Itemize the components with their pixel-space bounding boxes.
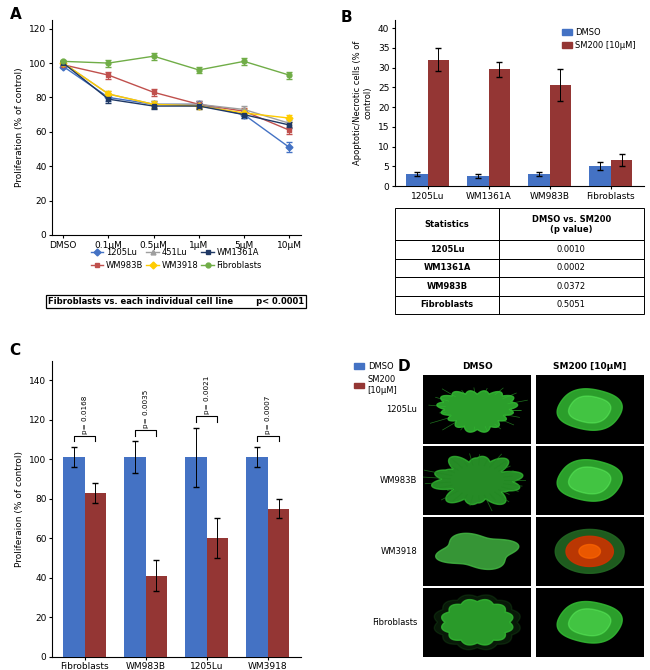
Text: Fibroblasts: Fibroblasts (372, 618, 417, 627)
Text: SM200 [10μM]: SM200 [10μM] (553, 362, 627, 371)
Text: DMSO: DMSO (462, 362, 493, 371)
Text: p= 0.0035: p= 0.0035 (143, 389, 149, 427)
Bar (406, 174, 428, 186)
Bar (467, 176, 489, 186)
Text: p= 0.0168: p= 0.0168 (82, 395, 88, 433)
Bar (185, 457, 207, 657)
Bar (395, 208, 499, 240)
Text: Fibroblasts vs. each individual cell line        p< 0.0001: Fibroblasts vs. each individual cell lin… (48, 297, 304, 306)
Polygon shape (436, 533, 519, 570)
Text: D: D (397, 359, 410, 375)
Legend: DMSO, SM200
[10μM]: DMSO, SM200 [10μM] (351, 359, 401, 398)
Text: B: B (341, 10, 352, 25)
Bar (395, 240, 499, 259)
Bar (550, 85, 571, 186)
Bar (428, 60, 449, 186)
Bar (63, 457, 84, 657)
Text: Fibroblasts: Fibroblasts (421, 300, 474, 310)
Polygon shape (566, 536, 614, 566)
Polygon shape (557, 460, 622, 501)
Polygon shape (432, 456, 523, 505)
Bar (268, 509, 289, 657)
Polygon shape (579, 545, 601, 558)
Polygon shape (569, 609, 611, 636)
Polygon shape (557, 389, 622, 430)
Bar (528, 174, 550, 186)
Text: 0.5051: 0.5051 (557, 300, 586, 310)
Polygon shape (441, 600, 513, 645)
Text: 1205Lu: 1205Lu (430, 245, 465, 254)
Polygon shape (555, 529, 624, 574)
Text: Statistics: Statistics (425, 220, 469, 228)
Bar (207, 538, 228, 657)
Bar (246, 457, 268, 657)
Bar (146, 576, 167, 657)
Bar (84, 493, 106, 657)
Bar (395, 259, 499, 277)
Text: p= 0.0021: p= 0.0021 (204, 375, 210, 414)
Text: A: A (10, 7, 21, 22)
Bar (611, 160, 632, 186)
Text: WM3918: WM3918 (381, 547, 417, 556)
Bar (395, 277, 499, 295)
Polygon shape (434, 595, 520, 650)
Bar (590, 166, 611, 186)
Text: WM1361A: WM1361A (423, 263, 471, 272)
Polygon shape (569, 467, 611, 494)
Bar (499, 259, 644, 277)
Y-axis label: Apoptotic/Necrotic cells (% of
control): Apoptotic/Necrotic cells (% of control) (353, 41, 372, 165)
Text: 0.0372: 0.0372 (557, 282, 586, 291)
Bar (395, 295, 499, 314)
Text: WM983B: WM983B (426, 282, 468, 291)
Bar (499, 277, 644, 295)
Polygon shape (557, 602, 622, 643)
Text: 1205Lu: 1205Lu (387, 405, 417, 414)
Bar (124, 457, 146, 657)
Bar (499, 295, 644, 314)
Bar (499, 240, 644, 259)
Text: WM983B: WM983B (380, 476, 417, 485)
Polygon shape (569, 396, 611, 423)
Text: 0.0002: 0.0002 (557, 263, 586, 272)
Text: p= 0.0007: p= 0.0007 (265, 395, 271, 433)
Text: C: C (10, 343, 21, 358)
Y-axis label: Proliferaion (% of control): Proliferaion (% of control) (15, 451, 23, 567)
Y-axis label: Proliferation (% of control): Proliferation (% of control) (15, 68, 23, 188)
Polygon shape (437, 391, 517, 432)
Legend: DMSO, SM200 [10μM]: DMSO, SM200 [10μM] (559, 24, 640, 53)
Bar (499, 208, 644, 240)
Text: DMSO vs. SM200
(p value): DMSO vs. SM200 (p value) (532, 214, 611, 234)
Bar (489, 70, 510, 186)
Legend: 1205Lu, WM983B, 451Lu, WM3918, WM1361A, Fibroblasts: 1205Lu, WM983B, 451Lu, WM3918, WM1361A, … (91, 248, 262, 270)
Text: 0.0010: 0.0010 (557, 245, 586, 254)
